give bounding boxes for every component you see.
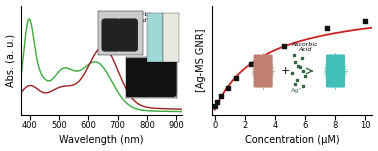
FancyBboxPatch shape <box>326 54 345 88</box>
Point <box>214 101 220 103</box>
Point <box>218 95 224 97</box>
Text: +: + <box>281 66 290 76</box>
Point <box>258 57 264 59</box>
Point <box>248 63 254 65</box>
Point <box>225 87 231 89</box>
Point <box>362 20 368 23</box>
X-axis label: Concentration (μM): Concentration (μM) <box>245 135 339 145</box>
Y-axis label: Abs. (a. u.): Abs. (a. u.) <box>6 34 15 87</box>
X-axis label: Wavelength (nm): Wavelength (nm) <box>59 135 144 145</box>
Point <box>212 104 218 107</box>
Text: Ag⁺: Ag⁺ <box>291 88 303 93</box>
Point <box>281 45 287 47</box>
Text: Ascorbic
Acid: Ascorbic Acid <box>292 42 318 52</box>
Point <box>232 77 239 79</box>
Y-axis label: [Ag-MS GNR]: [Ag-MS GNR] <box>196 28 206 92</box>
Text: Ascorbic
Acid: Ascorbic Acid <box>112 12 153 34</box>
FancyBboxPatch shape <box>254 54 273 88</box>
Point <box>324 27 330 30</box>
